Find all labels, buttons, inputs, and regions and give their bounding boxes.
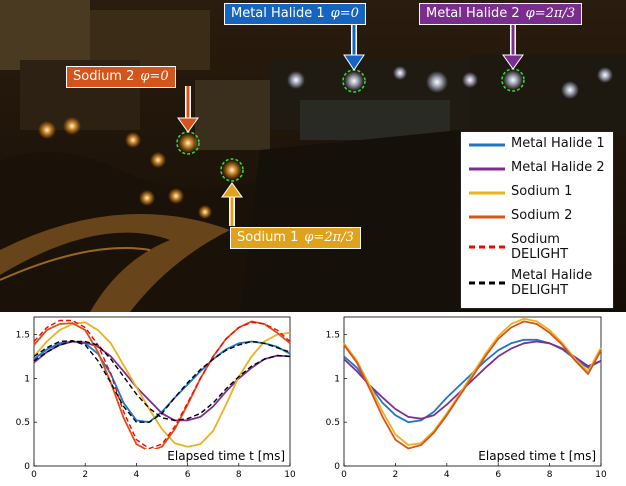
legend-item: Metal Halide 2 bbox=[461, 160, 613, 184]
x-tick-label: 2 bbox=[82, 470, 88, 480]
y-tick-label: 1.5 bbox=[326, 331, 340, 341]
callout-metal-halide-1-name: Metal Halide 1 bbox=[231, 6, 325, 21]
callout-metal-halide-1-phase: φ=0 bbox=[330, 6, 359, 21]
y-tick-label: 1 bbox=[24, 374, 30, 384]
x-axis-label: Elapsed time t [ms] bbox=[167, 449, 285, 463]
chart-panel-2: 0 2 4 6 8 10 0 0.5 1 1.5 Elapsed time t [ms] bbox=[326, 316, 607, 480]
callout-metal-halide-2-phase: φ=2π/3 bbox=[525, 6, 576, 21]
x-tick-label: 10 bbox=[595, 470, 607, 480]
legend-swatch bbox=[469, 143, 505, 147]
chart-panel-1: 0 2 4 6 8 10 0 0.5 1 1.5 Elapsed time t [ms] bbox=[16, 316, 296, 480]
x-tick-label: 6 bbox=[495, 470, 501, 480]
callout-metal-halide-2: Metal Halide 2 φ=2π/3 bbox=[419, 3, 583, 25]
plot-area bbox=[343, 316, 602, 467]
callout-sodium-2-phase: φ=0 bbox=[140, 69, 169, 84]
callout-metal-halide-2-name: Metal Halide 2 bbox=[426, 6, 520, 21]
x-tick-label: 10 bbox=[284, 470, 296, 480]
series-line bbox=[343, 317, 602, 446]
x-tick-label: 2 bbox=[393, 470, 399, 480]
legend-label: Metal Halide 1 bbox=[511, 136, 605, 151]
legend-label: Sodium 1 bbox=[511, 184, 573, 199]
y-tick-label: 0.5 bbox=[16, 418, 30, 428]
callout-sodium-2: Sodium 2 φ=0 bbox=[66, 66, 176, 88]
legend-label: Metal Halide 2 bbox=[511, 160, 605, 175]
arrow-metal-halide-1 bbox=[343, 22, 365, 71]
legend-item: Sodium 1 bbox=[461, 184, 613, 208]
arrow-metal-halide-2 bbox=[502, 22, 524, 70]
legend-label: Metal Halide DELIGHT bbox=[511, 268, 593, 298]
series-line bbox=[343, 320, 602, 450]
x-tick-label: 0 bbox=[341, 470, 347, 480]
callout-sodium-2-name: Sodium 2 bbox=[73, 69, 135, 84]
y-tick-label: 0 bbox=[24, 462, 30, 472]
x-tick-label: 4 bbox=[134, 470, 140, 480]
legend-item: Metal Halide DELIGHT bbox=[461, 268, 613, 304]
legend-label: Sodium 2 bbox=[511, 208, 573, 223]
callout-sodium-1: Sodium 1 φ=2π/3 bbox=[230, 227, 361, 249]
callout-sodium-1-name: Sodium 1 bbox=[237, 230, 299, 245]
legend: Metal Halide 1 Metal Halide 2 Sodium 1 Sodi… bbox=[460, 131, 614, 309]
x-axis-label: Elapsed time t [ms] bbox=[478, 449, 596, 463]
callout-sodium-1-phase: φ=2π/3 bbox=[304, 230, 354, 245]
legend-item: Sodium 2 bbox=[461, 208, 613, 232]
x-tick-label: 4 bbox=[444, 470, 450, 480]
y-tick-label: 1 bbox=[334, 374, 340, 384]
y-tick-label: 1.5 bbox=[16, 331, 30, 341]
x-tick-label: 0 bbox=[31, 470, 37, 480]
legend-swatch bbox=[469, 281, 505, 285]
legend-item: Sodium DELIGHT bbox=[461, 232, 613, 266]
series-line bbox=[33, 319, 291, 450]
x-tick-label: 8 bbox=[236, 470, 242, 480]
legend-swatch bbox=[469, 245, 505, 249]
y-tick-label: 0 bbox=[334, 462, 340, 472]
arrow-sodium-1 bbox=[221, 182, 243, 226]
xlabel-backing bbox=[456, 449, 598, 463]
xlabel-backing bbox=[145, 449, 287, 463]
x-tick-label: 6 bbox=[185, 470, 191, 480]
plot-area bbox=[33, 316, 291, 467]
marker-sodium-1 bbox=[220, 158, 244, 182]
legend-item: Metal Halide 1 bbox=[461, 136, 613, 160]
legend-swatch bbox=[469, 167, 505, 171]
x-tick-label: 8 bbox=[547, 470, 553, 480]
legend-label: Sodium DELIGHT bbox=[511, 232, 569, 262]
legend-swatch bbox=[469, 191, 505, 195]
callout-metal-halide-1: Metal Halide 1 φ=0 bbox=[224, 3, 366, 25]
series-line bbox=[33, 340, 291, 423]
y-tick-label: 0.5 bbox=[326, 418, 340, 428]
arrow-sodium-2 bbox=[177, 86, 199, 133]
series-line bbox=[343, 340, 602, 420]
legend-swatch bbox=[469, 215, 505, 219]
